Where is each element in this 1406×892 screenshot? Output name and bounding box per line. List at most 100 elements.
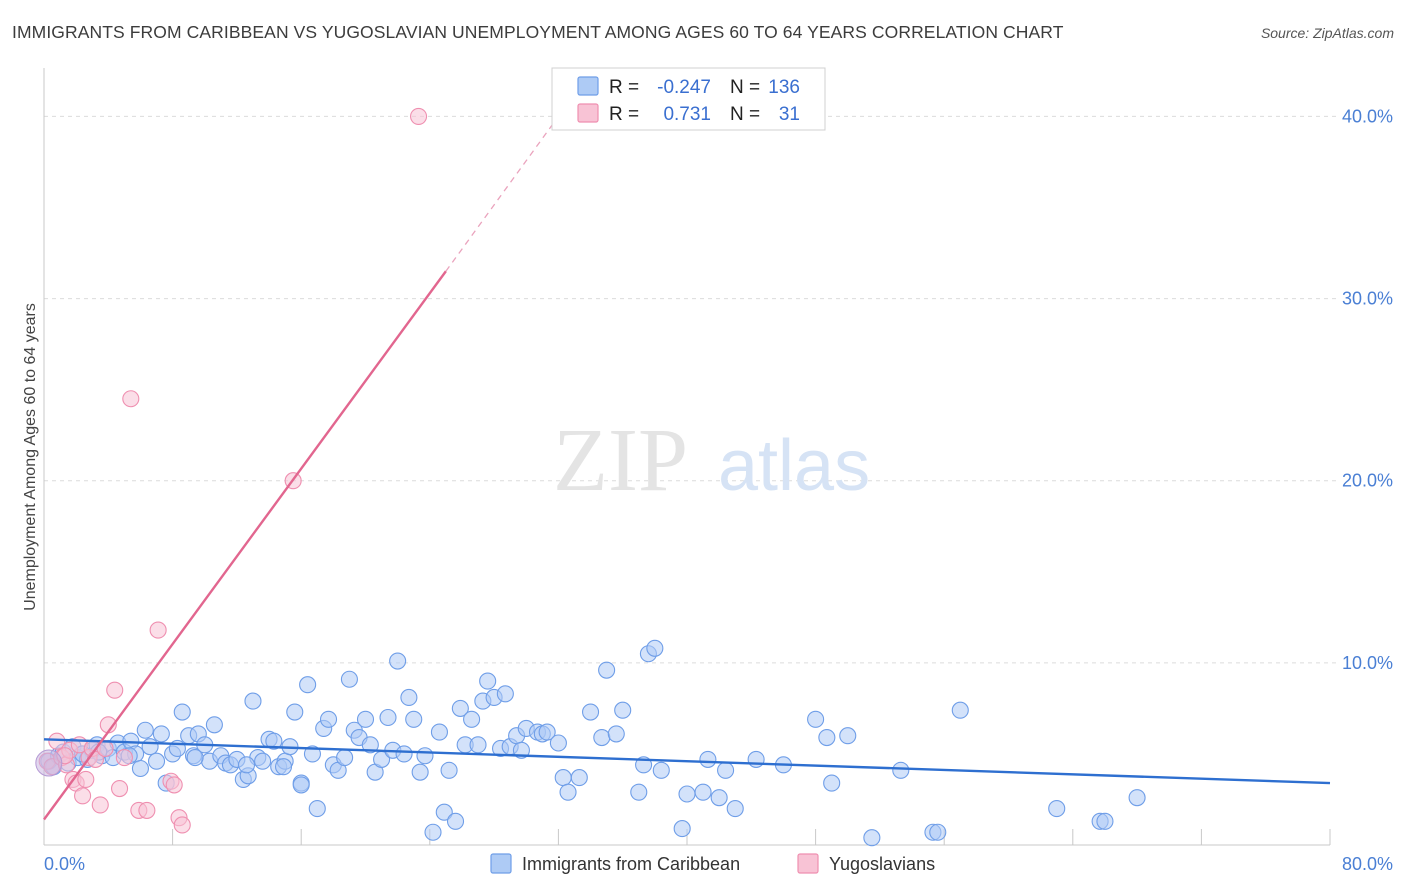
point-caribbean	[379, 708, 397, 727]
point-caribbean	[286, 703, 304, 721]
point-caribbean	[299, 676, 317, 694]
point-caribbean	[186, 749, 204, 767]
point-caribbean	[463, 710, 481, 728]
point-caribbean	[593, 728, 611, 747]
point-caribbean	[614, 701, 632, 719]
point-yugoslavian	[122, 390, 140, 408]
trend-line-caribbean	[43, 738, 1331, 785]
legend-bottom-label-yugoslavians: Yugoslavians	[829, 854, 935, 874]
point-yugoslavian	[91, 796, 109, 814]
point-caribbean	[747, 750, 765, 768]
legend-bottom-swatch-caribbean	[490, 853, 512, 874]
legend-n-label-caribbean: N =	[730, 77, 760, 98]
point-caribbean	[416, 747, 434, 765]
point-yugoslavian	[77, 770, 95, 788]
legend-bottom-swatch-yugoslavians	[797, 853, 819, 874]
point-caribbean	[823, 774, 841, 792]
tick-labels: 10.0% 20.0% 30.0% 40.0% 0.0% 80.0%	[44, 106, 1393, 874]
y-tick-label: 30.0%	[1342, 289, 1393, 309]
point-caribbean	[554, 769, 572, 787]
legend-top: R = -0.247 N = 136 R = 0.731 N = 31	[551, 67, 826, 131]
chart-title: IMMIGRANTS FROM CARIBBEAN VS YUGOSLAVIAN…	[12, 22, 1064, 42]
point-yugoslavian	[138, 801, 156, 819]
point-caribbean	[951, 701, 969, 719]
point-caribbean	[479, 672, 497, 690]
point-yugoslavian	[173, 816, 191, 834]
point-caribbean	[340, 670, 358, 688]
point-caribbean	[131, 759, 149, 778]
point-caribbean	[430, 723, 448, 741]
point-caribbean	[607, 725, 625, 743]
point-caribbean	[308, 800, 326, 818]
point-caribbean	[559, 783, 577, 801]
point-caribbean	[598, 661, 616, 679]
point-caribbean	[336, 749, 354, 767]
point-caribbean	[673, 820, 691, 838]
point-caribbean	[710, 789, 728, 807]
gridlines	[44, 115, 1338, 664]
point-caribbean	[451, 699, 469, 717]
point-caribbean	[1128, 789, 1146, 807]
point-caribbean	[435, 803, 453, 821]
point-caribbean	[929, 823, 947, 841]
point-caribbean	[652, 761, 670, 779]
point-yugoslavian	[409, 107, 428, 125]
point-caribbean	[319, 710, 338, 728]
point-caribbean	[405, 710, 423, 728]
point-caribbean	[699, 750, 717, 768]
point-caribbean	[400, 688, 418, 707]
point-caribbean	[389, 652, 407, 670]
point-yugoslavian	[165, 776, 183, 794]
point-caribbean	[361, 736, 379, 754]
y-axis-label: Unemployment Among Ages 60 to 64 years	[22, 303, 39, 611]
point-yugoslavian	[106, 681, 124, 699]
legend-n-value-yugoslavians: 31	[779, 104, 800, 125]
chart-source: Source: ZipAtlas.com	[1260, 25, 1394, 41]
point-caribbean	[303, 745, 322, 763]
point-caribbean	[892, 761, 910, 779]
point-caribbean	[717, 761, 735, 779]
trend-lines	[43, 116, 1331, 821]
point-caribbean	[356, 710, 375, 728]
point-caribbean	[1096, 812, 1114, 830]
point-caribbean	[469, 736, 487, 754]
trend-line-yugoslavians-extension	[445, 116, 559, 272]
point-caribbean	[254, 752, 272, 770]
x-tick-label: 0.0%	[44, 854, 85, 874]
point-caribbean	[141, 738, 159, 756]
point-caribbean	[152, 725, 170, 743]
point-caribbean	[292, 776, 310, 794]
watermark-zip: ZIP	[553, 411, 688, 510]
point-yugoslavian	[149, 621, 167, 639]
point-caribbean	[863, 829, 881, 847]
point-yugoslavian	[115, 749, 133, 767]
legend-swatch-yugoslavians	[577, 103, 599, 123]
x-tick-label: 80.0%	[1342, 854, 1393, 874]
point-caribbean	[726, 800, 744, 818]
legend-r-label-caribbean: R =	[609, 77, 639, 98]
legend-n-value-caribbean: 136	[768, 77, 800, 98]
point-yugoslavian	[111, 779, 129, 798]
legend-n-label-yugoslavians: N =	[730, 104, 760, 125]
point-caribbean	[646, 639, 664, 657]
point-caribbean	[411, 763, 429, 781]
point-caribbean	[147, 752, 166, 770]
point-caribbean	[570, 769, 588, 787]
legend-r-value-caribbean: -0.247	[657, 77, 711, 98]
point-caribbean	[678, 785, 696, 803]
y-tick-label: 10.0%	[1342, 653, 1393, 673]
point-caribbean	[839, 727, 857, 745]
data-points	[35, 107, 1146, 847]
point-caribbean	[549, 734, 567, 752]
point-cluster-origin	[35, 749, 63, 777]
point-caribbean	[173, 703, 191, 721]
watermark-atlas: atlas	[718, 426, 870, 506]
point-caribbean	[237, 756, 256, 774]
point-caribbean	[807, 710, 825, 728]
point-yugoslavian	[74, 787, 92, 805]
legend-bottom: Immigrants from Caribbean Yugoslavians	[490, 853, 935, 874]
point-caribbean	[274, 758, 293, 776]
point-caribbean	[424, 823, 442, 841]
point-caribbean	[818, 728, 836, 747]
